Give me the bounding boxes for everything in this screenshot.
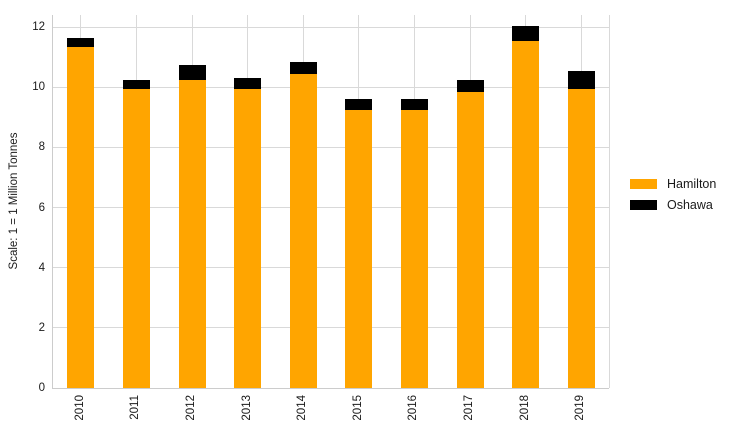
bar-segment-oshawa-2018 xyxy=(512,25,540,41)
x-tick-label-2011: 2011 xyxy=(129,395,142,420)
x-tick-label-2015: 2015 xyxy=(351,395,364,421)
y-tick-label-8: 8 xyxy=(38,141,45,154)
y-tick-label-4: 4 xyxy=(38,261,45,274)
y-tick-label-10: 10 xyxy=(32,81,45,94)
bar-segment-hamilton-2018 xyxy=(512,40,540,388)
bar-segment-hamilton-2015 xyxy=(345,109,373,388)
h-gridline-8 xyxy=(53,146,609,148)
legend-swatch-hamilton xyxy=(630,179,657,189)
legend: Hamilton Oshawa xyxy=(630,177,716,219)
h-gridline-2 xyxy=(53,327,609,329)
legend-item-hamilton: Hamilton xyxy=(630,177,716,191)
x-tick-label-2016: 2016 xyxy=(407,395,420,421)
bar-segment-hamilton-2019 xyxy=(567,88,595,388)
bar-segment-hamilton-2014 xyxy=(289,73,317,388)
h-gridline-10 xyxy=(53,86,609,88)
bar-segment-hamilton-2017 xyxy=(456,91,484,388)
bar-segment-oshawa-2013 xyxy=(234,78,262,89)
bar-segment-oshawa-2017 xyxy=(456,79,484,92)
y-tick-label-2: 2 xyxy=(38,321,45,334)
bar-segment-oshawa-2016 xyxy=(400,99,428,110)
bar-segment-oshawa-2019 xyxy=(567,70,595,89)
h-gridline-12 xyxy=(53,26,609,28)
x-tick-label-2014: 2014 xyxy=(296,395,309,421)
y-tick-label-6: 6 xyxy=(38,201,45,214)
y-tick-label-12: 12 xyxy=(32,21,45,34)
x-tick-label-2012: 2012 xyxy=(185,395,197,421)
bar-segment-hamilton-2012 xyxy=(178,79,206,388)
plot-area xyxy=(52,15,610,389)
bar-segment-oshawa-2010 xyxy=(67,37,95,47)
y-tick-label-0: 0 xyxy=(38,382,45,394)
x-tick-label-2010: 2010 xyxy=(73,395,86,421)
h-gridline-6 xyxy=(53,207,609,209)
x-tick-label-2018: 2018 xyxy=(518,395,531,421)
bar-segment-hamilton-2011 xyxy=(122,88,150,388)
bar-segment-oshawa-2015 xyxy=(345,99,373,110)
x-tick-label-2017: 2017 xyxy=(463,395,475,421)
h-gridline-4 xyxy=(53,267,609,269)
bar-segment-oshawa-2011 xyxy=(122,79,150,89)
legend-label-oshawa: Oshawa xyxy=(667,198,713,212)
bar-segment-hamilton-2013 xyxy=(234,88,262,388)
legend-swatch-oshawa xyxy=(630,200,657,210)
x-tick-label-2013: 2013 xyxy=(240,395,253,421)
bar-segment-hamilton-2016 xyxy=(400,109,428,388)
bar-segment-oshawa-2014 xyxy=(289,61,317,74)
x-tick-label-2019: 2019 xyxy=(574,395,587,421)
legend-label-hamilton: Hamilton xyxy=(667,177,717,191)
legend-item-oshawa: Oshawa xyxy=(630,198,716,212)
v-gridline-right-edge xyxy=(608,15,610,388)
bar-segment-hamilton-2010 xyxy=(67,46,95,388)
bar-segment-oshawa-2012 xyxy=(178,64,206,80)
